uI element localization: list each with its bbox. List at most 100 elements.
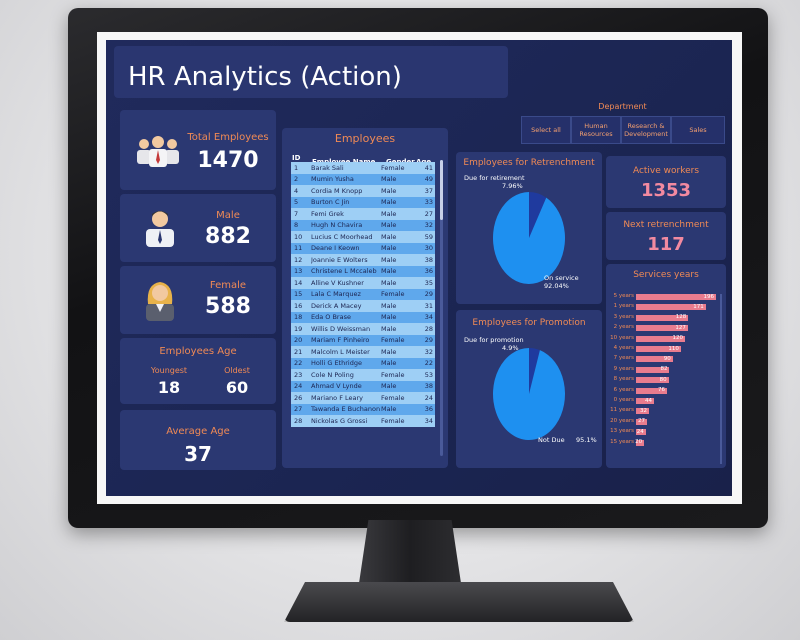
retrenchment-slice-1[interactable] <box>493 192 565 284</box>
table-row[interactable]: 15 Lala C Marquez Female 29 <box>291 288 435 300</box>
table-row[interactable]: 13 Christene L Mccaleb Male 36 <box>291 265 435 277</box>
cell-age: 38 <box>424 382 433 391</box>
dept-human-resources-button[interactable]: Human Resources <box>571 116 621 144</box>
cell-name: Alline V Kushner <box>311 278 364 287</box>
services-scrollbar[interactable] <box>720 294 722 464</box>
cell-gender: Male <box>381 198 397 207</box>
cell-id: 5 <box>294 198 299 207</box>
cell-name: Malcolm L Meister <box>311 347 370 356</box>
male-label: Male <box>216 210 240 221</box>
services-bar[interactable] <box>636 325 688 332</box>
male-value: 882 <box>205 224 251 249</box>
table-row[interactable]: 16 Derick A Macey Male 31 <box>291 300 435 312</box>
table-row[interactable]: 8 Hugh N Chavira Male 32 <box>291 219 435 231</box>
table-row[interactable]: 10 Lucius C Moorhead Male 59 <box>291 231 435 243</box>
table-row[interactable]: 23 Cole N Poling Female 53 <box>291 369 435 381</box>
cell-id: 13 <box>294 267 303 276</box>
promotion-slice-pct-notdue: 95.1% <box>576 436 597 444</box>
promotion-slice-0[interactable] <box>529 348 540 394</box>
cell-id: 20 <box>294 336 303 345</box>
retrenchment-slice-0[interactable] <box>529 192 547 238</box>
dept-sales-button[interactable]: Sales <box>671 116 725 144</box>
table-scrollbar-thumb[interactable] <box>440 160 443 220</box>
table-scrollbar-track[interactable] <box>440 160 443 456</box>
table-row[interactable]: 5 Burton C Jin Male 33 <box>291 196 435 208</box>
table-row[interactable]: 27 Tawanda E Buchanon Male 36 <box>291 403 435 415</box>
services-bar[interactable] <box>636 398 654 404</box>
services-bar[interactable] <box>636 418 648 425</box>
next-retrenchment-value: 117 <box>647 234 685 255</box>
table-row[interactable]: 28 Nickolas G Grossi Female 34 <box>291 415 435 427</box>
col-header-id[interactable]: ID <box>292 154 301 162</box>
services-bar[interactable] <box>636 356 673 363</box>
next-retrenchment-label: Next retrenchment <box>623 220 709 230</box>
services-bar[interactable] <box>636 439 645 446</box>
table-row[interactable]: 1 Barak Sali Female 41 <box>291 162 435 174</box>
services-years-title: Services years <box>633 270 699 280</box>
table-row[interactable]: 12 Joannie E Wolters Male 38 <box>291 254 435 266</box>
cell-name: Mariam F Pinheiro <box>311 336 370 345</box>
services-bar-label: 9 years <box>613 365 634 372</box>
services-bar[interactable] <box>636 366 670 373</box>
table-row[interactable]: 19 Willis D Weissman Male 28 <box>291 323 435 335</box>
table-row[interactable]: 14 Alline V Kushner Male 35 <box>291 277 435 289</box>
services-bar-label: 5 years <box>613 293 634 299</box>
services-bar-label: 2 years <box>613 324 634 331</box>
services-bar[interactable] <box>636 314 689 321</box>
cell-id: 26 <box>294 393 303 402</box>
services-bar-label: 6 years <box>613 386 634 393</box>
table-row[interactable]: 18 Eda O Brase Male 34 <box>291 311 435 323</box>
promotion-slice-1[interactable] <box>493 348 565 440</box>
table-row[interactable]: 11 Deane I Keown Male 30 <box>291 242 435 254</box>
employees-table-body[interactable]: 1 Barak Sali Female 41 2 Mumin Yusha Male 49 4 Co… <box>291 162 435 458</box>
cell-age: 22 <box>424 359 433 368</box>
cell-name: Willis D Weissman <box>311 324 371 333</box>
services-bar[interactable] <box>636 408 650 415</box>
table-row[interactable]: 4 Cordia M Knopp Male 37 <box>291 185 435 197</box>
cell-gender: Male <box>381 255 397 264</box>
cell-name: Derick A Macey <box>311 301 362 310</box>
cell-age: 41 <box>424 163 433 172</box>
cell-age: 33 <box>424 198 433 207</box>
next-retrenchment-card: Next retrenchment 117 <box>606 212 726 260</box>
cell-age: 29 <box>424 290 433 299</box>
services-bar[interactable] <box>636 387 668 394</box>
services-bar[interactable] <box>636 377 669 384</box>
retrenchment-slice-label-on: On service <box>544 274 579 282</box>
table-row[interactable]: 24 Ahmad V Lynde Male 38 <box>291 380 435 392</box>
services-bar[interactable] <box>636 335 685 342</box>
cell-gender: Male <box>381 359 397 368</box>
services-bar[interactable] <box>636 346 681 352</box>
cell-gender: Male <box>381 175 397 184</box>
retrenchment-slice-label-due: Due for retirement <box>464 174 525 182</box>
table-row[interactable]: 26 Mariano F Leary Female 24 <box>291 392 435 404</box>
cell-name: Mariano F Leary <box>311 393 364 402</box>
cell-id: 16 <box>294 301 303 310</box>
cell-name: Holli G Ethridge <box>311 359 362 368</box>
services-bar-value: 32 <box>640 407 648 414</box>
dept-select-all-button[interactable]: Select all <box>521 116 571 144</box>
cell-age: 31 <box>424 301 433 310</box>
table-row[interactable]: 22 Holli G Ethridge Male 22 <box>291 357 435 369</box>
cell-gender: Male <box>381 405 397 414</box>
cell-age: 35 <box>424 278 433 287</box>
dept-research-development-button[interactable]: Research & Development <box>621 116 671 144</box>
services-bar[interactable] <box>636 304 706 311</box>
cell-age: 34 <box>424 313 433 322</box>
cell-name: Nickolas G Grossi <box>311 416 368 425</box>
oldest-label: Oldest <box>224 366 250 375</box>
table-row[interactable]: 7 Femi Grek Male 27 <box>291 208 435 220</box>
table-row[interactable]: 20 Mariam F Pinheiro Female 29 <box>291 334 435 346</box>
table-row[interactable]: 21 Malcolm L Meister Male 32 <box>291 346 435 358</box>
services-bar[interactable] <box>636 294 716 300</box>
monitor-stand-neck <box>358 520 462 590</box>
services-bar-label: 7 years <box>613 355 634 362</box>
services-bar-value: 90 <box>663 355 671 362</box>
services-bar-label: 20 years <box>610 417 634 424</box>
services-bar[interactable] <box>636 429 646 436</box>
cell-age: 38 <box>424 255 433 264</box>
table-row[interactable]: 2 Mumin Yusha Male 49 <box>291 173 435 185</box>
cell-gender: Female <box>381 163 405 172</box>
services-bar-value: 80 <box>659 376 667 383</box>
promotion-pie-title: Employees for Promotion <box>472 318 586 328</box>
